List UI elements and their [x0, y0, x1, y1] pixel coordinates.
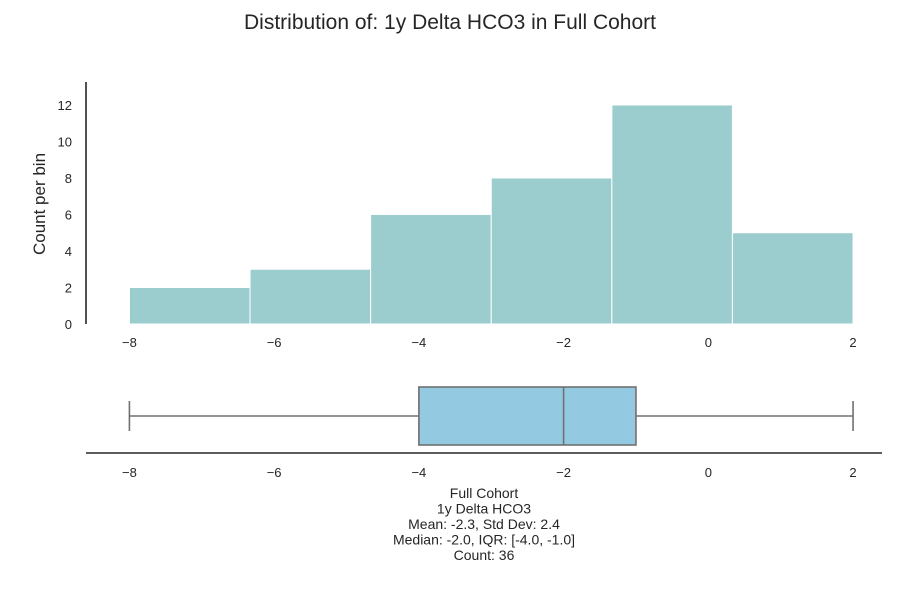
y-tick-label: 8	[65, 171, 72, 186]
histogram-bar	[490, 177, 613, 325]
chart-title: Distribution of: 1y Delta HCO3 in Full C…	[244, 11, 656, 34]
histogram-bar	[370, 213, 492, 325]
histogram-bar	[128, 286, 251, 325]
histogram-axes: 0 2 4 6 8 10 12 −8 −6 −4 −2 0 2	[58, 82, 857, 350]
x-tick-label: −4	[411, 335, 426, 350]
y-tick-label: 12	[58, 98, 72, 113]
y-tick-label: 4	[65, 244, 72, 259]
x-tick-label: −2	[556, 335, 571, 350]
boxplot	[128, 386, 854, 446]
x-tick-label: 0	[705, 465, 712, 480]
y-tick-label: 2	[65, 280, 72, 295]
stat-line: Mean: -2.3, Std Dev: 2.4	[408, 516, 560, 532]
x-tick-label: −6	[267, 465, 282, 480]
x-tick-label: −4	[411, 465, 426, 480]
stat-line: Count: 36	[454, 547, 515, 563]
stat-line: Full Cohort	[450, 485, 519, 501]
boxplot-axes: −8 −6 −4 −2 0 2	[86, 452, 882, 480]
x-tick-label: 2	[849, 465, 856, 480]
histogram-bar	[249, 268, 372, 325]
x-tick-label: −8	[122, 335, 137, 350]
histogram-bars	[128, 104, 854, 325]
x-tick-label: 0	[705, 335, 712, 350]
x-tick-label: −2	[556, 465, 571, 480]
stat-line: Median: -2.0, IQR: [-4.0, -1.0]	[393, 532, 575, 548]
x-tick-label: 2	[849, 335, 856, 350]
x-tick-label: −6	[267, 335, 282, 350]
y-tick-label: 0	[65, 317, 72, 332]
x-tick-label: −8	[122, 465, 137, 480]
y-tick-label: 10	[58, 134, 72, 149]
histogram-bar	[731, 232, 854, 325]
y-axis-label: Count per bin	[30, 153, 49, 255]
iqr-box	[418, 386, 637, 446]
histogram-bar	[611, 104, 733, 325]
stat-line: 1y Delta HCO3	[437, 501, 531, 517]
y-tick-label: 6	[65, 207, 72, 222]
